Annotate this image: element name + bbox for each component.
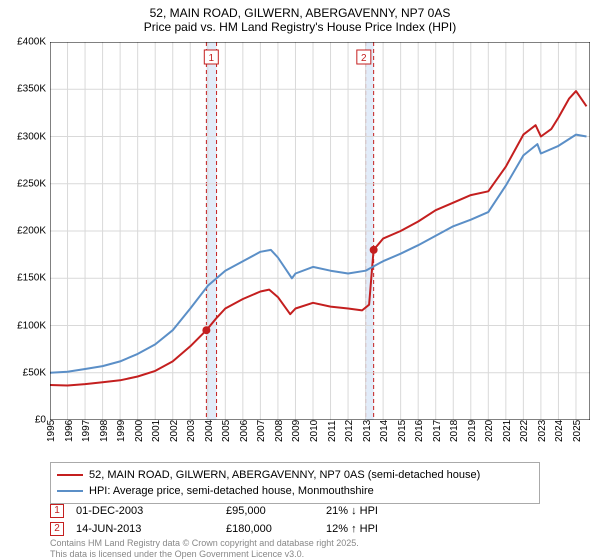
x-tick-label: 1996 xyxy=(64,420,75,442)
svg-text:2: 2 xyxy=(361,53,367,64)
x-axis: 1995199619971998199920002001200220032004… xyxy=(50,420,590,460)
y-tick-label: £200K xyxy=(17,226,46,237)
x-tick-label: 2019 xyxy=(467,420,478,442)
x-tick-label: 2013 xyxy=(362,420,373,442)
annotation-price: £95,000 xyxy=(226,502,326,520)
x-tick-label: 2002 xyxy=(169,420,180,442)
y-tick-label: £350K xyxy=(17,84,46,95)
x-tick-label: 2021 xyxy=(502,420,513,442)
legend-label: 52, MAIN ROAD, GILWERN, ABERGAVENNY, NP7… xyxy=(89,467,480,483)
x-tick-label: 2007 xyxy=(256,420,267,442)
y-tick-label: £400K xyxy=(17,37,46,48)
footer-line2: This data is licensed under the Open Gov… xyxy=(50,549,590,560)
legend-swatch xyxy=(57,474,83,476)
title-block: 52, MAIN ROAD, GILWERN, ABERGAVENNY, NP7… xyxy=(0,0,600,36)
x-tick-label: 2004 xyxy=(204,420,215,442)
x-tick-label: 2018 xyxy=(449,420,460,442)
legend-label: HPI: Average price, semi-detached house,… xyxy=(89,483,374,499)
x-tick-label: 2009 xyxy=(291,420,302,442)
footer-line1: Contains HM Land Registry data © Crown c… xyxy=(50,538,590,549)
x-tick-label: 1999 xyxy=(116,420,127,442)
x-tick-label: 2010 xyxy=(309,420,320,442)
x-tick-label: 2017 xyxy=(432,420,443,442)
x-tick-label: 1995 xyxy=(46,420,57,442)
legend-swatch xyxy=(57,490,83,492)
annotation-pct: 21% ↓ HPI xyxy=(326,502,446,520)
legend-item: 52, MAIN ROAD, GILWERN, ABERGAVENNY, NP7… xyxy=(57,467,533,483)
x-tick-label: 2001 xyxy=(151,420,162,442)
svg-text:1: 1 xyxy=(209,53,215,64)
x-tick-label: 2025 xyxy=(572,420,583,442)
title-line1: 52, MAIN ROAD, GILWERN, ABERGAVENNY, NP7… xyxy=(0,6,600,20)
y-tick-label: £50K xyxy=(23,367,46,378)
x-tick-label: 2000 xyxy=(134,420,145,442)
annotation-badge: 1 xyxy=(50,504,64,518)
x-tick-label: 2003 xyxy=(186,420,197,442)
x-tick-label: 2020 xyxy=(484,420,495,442)
x-tick-label: 2006 xyxy=(239,420,250,442)
legend-item: HPI: Average price, semi-detached house,… xyxy=(57,483,533,499)
x-tick-label: 2016 xyxy=(414,420,425,442)
annotation-pct: 12% ↑ HPI xyxy=(326,520,446,538)
x-tick-label: 1997 xyxy=(81,420,92,442)
footer-text: Contains HM Land Registry data © Crown c… xyxy=(50,538,590,560)
x-tick-label: 2024 xyxy=(554,420,565,442)
annotation-badge: 2 xyxy=(50,522,64,536)
x-tick-label: 2014 xyxy=(379,420,390,442)
x-tick-label: 1998 xyxy=(99,420,110,442)
y-tick-label: £150K xyxy=(17,273,46,284)
x-tick-label: 2005 xyxy=(221,420,232,442)
y-tick-label: £0 xyxy=(35,415,46,426)
x-tick-label: 2015 xyxy=(397,420,408,442)
x-tick-label: 2022 xyxy=(519,420,530,442)
title-line2: Price paid vs. HM Land Registry's House … xyxy=(0,20,600,34)
y-tick-label: £100K xyxy=(17,320,46,331)
annotation-row: 1 01-DEC-2003£95,00021% ↓ HPI xyxy=(50,502,590,520)
y-axis: £0£50K£100K£150K£200K£250K£300K£350K£400… xyxy=(0,42,50,420)
legend-box: 52, MAIN ROAD, GILWERN, ABERGAVENNY, NP7… xyxy=(50,462,540,504)
x-tick-label: 2011 xyxy=(327,420,338,442)
x-tick-label: 2012 xyxy=(344,420,355,442)
chart-area: 12 xyxy=(50,42,590,420)
y-tick-label: £250K xyxy=(17,178,46,189)
annotation-price: £180,000 xyxy=(226,520,326,538)
chart-svg: 12 xyxy=(50,42,590,420)
x-tick-label: 2008 xyxy=(274,420,285,442)
annotation-date: 14-JUN-2013 xyxy=(76,520,226,538)
annotation-row: 2 14-JUN-2013£180,00012% ↑ HPI xyxy=(50,520,590,538)
chart-container: 52, MAIN ROAD, GILWERN, ABERGAVENNY, NP7… xyxy=(0,0,600,560)
x-tick-label: 2023 xyxy=(537,420,548,442)
y-tick-label: £300K xyxy=(17,131,46,142)
annotation-date: 01-DEC-2003 xyxy=(76,502,226,520)
annotation-rows: 1 01-DEC-2003£95,00021% ↓ HPI 2 14-JUN-2013… xyxy=(50,502,590,538)
